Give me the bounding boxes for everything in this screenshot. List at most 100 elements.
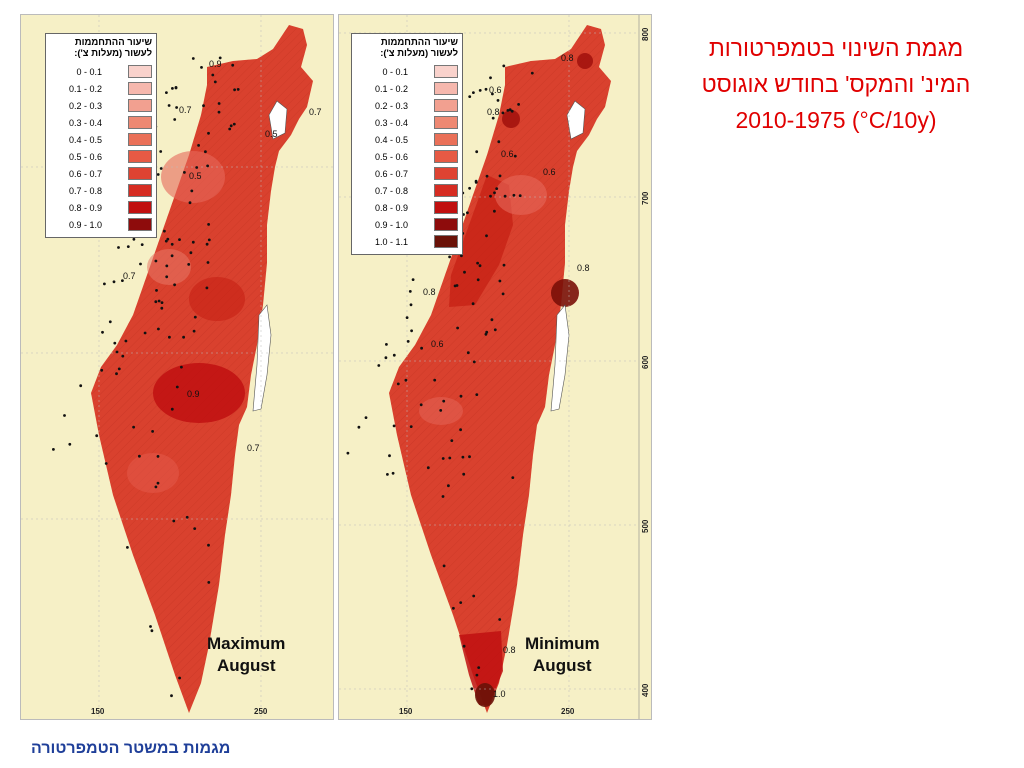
station-dot xyxy=(485,174,489,178)
legend-row: 0.2 - 0.3 xyxy=(50,97,152,114)
station-dot xyxy=(405,316,409,319)
station-dot xyxy=(160,301,164,304)
station-dot xyxy=(95,434,99,438)
station-dot xyxy=(218,56,222,60)
station-dot xyxy=(491,92,494,96)
station-dot xyxy=(493,328,497,332)
hot-spot xyxy=(551,279,579,307)
station-dot xyxy=(441,457,445,460)
station-dot xyxy=(501,111,505,115)
maximum-map-graphic xyxy=(21,15,333,719)
legend-label: 0.6 - 0.7 xyxy=(374,168,408,179)
station-dot xyxy=(115,372,118,376)
station-dot xyxy=(140,243,144,247)
station-dot xyxy=(472,594,476,598)
station-dot xyxy=(377,364,381,367)
station-dot xyxy=(478,264,482,268)
legend-swatch xyxy=(434,150,458,163)
station-dot xyxy=(420,346,423,350)
station-dot xyxy=(155,289,158,292)
legend-label: 0.2 - 0.3 xyxy=(68,100,102,111)
legend-row: 0 - 0.1 xyxy=(50,63,152,80)
contour-label: 0.7 xyxy=(247,443,260,453)
station-dot xyxy=(385,343,388,346)
station-dot xyxy=(485,330,489,334)
station-dot xyxy=(442,564,446,568)
station-dot xyxy=(170,694,173,698)
station-dot xyxy=(150,629,154,633)
contour-label: 0.7 xyxy=(309,107,322,117)
station-dot xyxy=(236,88,240,91)
legend-label: 0.8 - 0.9 xyxy=(68,202,102,213)
station-dot xyxy=(460,254,463,258)
station-dot xyxy=(455,284,459,287)
station-dot xyxy=(156,455,160,458)
station-dot xyxy=(448,456,452,460)
station-dot xyxy=(168,335,171,339)
station-dot xyxy=(493,209,496,213)
station-dot xyxy=(126,245,130,249)
station-dot xyxy=(439,409,443,412)
station-dot xyxy=(117,246,120,249)
station-dot xyxy=(104,462,108,465)
station-dot xyxy=(502,64,506,68)
legend-swatch xyxy=(128,116,152,129)
contour-label: 0.8 xyxy=(423,287,436,297)
station-dot xyxy=(172,519,176,523)
cool-zone xyxy=(147,249,191,285)
legend-label: 0.4 - 0.5 xyxy=(374,134,408,145)
contour-label: 0.6 xyxy=(489,85,502,95)
legend-label: 0.8 - 0.9 xyxy=(374,202,408,213)
station-dot xyxy=(154,485,158,489)
station-dot xyxy=(409,303,413,307)
station-dot xyxy=(204,150,207,154)
station-dot xyxy=(466,211,469,215)
station-dot xyxy=(191,57,195,60)
contour-label: 0.6 xyxy=(543,167,556,177)
station-dot xyxy=(493,191,496,195)
station-dot xyxy=(490,318,494,322)
station-dot xyxy=(475,150,479,154)
station-dot xyxy=(452,606,455,610)
station-dot xyxy=(447,484,450,488)
legend-row: 0.9 - 1.0 xyxy=(50,216,152,233)
x-tick-label: 150 xyxy=(91,707,105,716)
station-dot xyxy=(476,278,480,282)
station-dot xyxy=(498,279,502,283)
station-dot xyxy=(462,644,466,648)
legend-swatch xyxy=(128,150,152,163)
caption-line: Maximum xyxy=(207,634,286,653)
station-dot xyxy=(470,687,474,691)
station-dot xyxy=(474,179,478,183)
station-dot xyxy=(433,378,437,382)
station-dot xyxy=(459,428,462,432)
minimum-august-map: שיעור ההתחממות לעשור (מעלות צ'): 0 - 0.1… xyxy=(338,14,652,720)
sea-of-galilee xyxy=(268,100,288,140)
legend-swatch xyxy=(128,65,152,78)
station-dot xyxy=(52,448,55,451)
hot-zone xyxy=(449,175,513,307)
station-dot xyxy=(187,263,191,266)
legend-label: 0.1 - 0.2 xyxy=(68,83,102,94)
station-dot xyxy=(151,430,155,433)
station-dot xyxy=(202,104,205,108)
station-dot xyxy=(112,280,116,284)
station-dot xyxy=(166,237,170,241)
legend-label: 0.9 - 1.0 xyxy=(374,219,408,230)
legend-row: 0.3 - 0.4 xyxy=(356,114,458,131)
station-dot xyxy=(165,264,169,268)
station-dot xyxy=(173,118,177,121)
station-dot xyxy=(511,476,515,479)
y-tick-label: 500 xyxy=(641,519,650,533)
station-dot xyxy=(185,515,189,519)
station-dot xyxy=(115,350,119,354)
station-dot xyxy=(124,339,128,343)
legend-swatch xyxy=(128,167,152,180)
station-dot xyxy=(197,144,201,147)
station-dot xyxy=(468,455,471,459)
station-dot xyxy=(217,102,221,105)
legend-swatch xyxy=(434,116,458,129)
station-dot xyxy=(450,439,454,442)
contour-label: 0.6 xyxy=(501,149,514,159)
legend-swatch xyxy=(434,65,458,78)
